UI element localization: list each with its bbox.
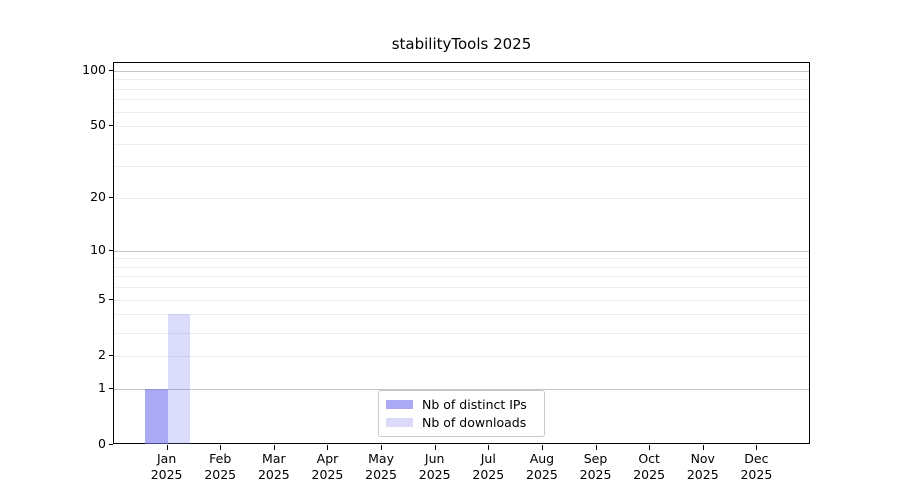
minor-gridline xyxy=(114,266,809,268)
y-tick-label: 0 xyxy=(98,436,106,451)
x-tick-label: Jul 2025 xyxy=(472,451,505,482)
y-tick-label: 50 xyxy=(90,117,106,133)
y-tick-mark xyxy=(109,197,113,199)
minor-gridline xyxy=(114,258,809,260)
x-tick-label: Sep 2025 xyxy=(579,451,612,482)
major-gridline xyxy=(114,70,809,72)
x-tick-label: Jan 2025 xyxy=(150,451,183,482)
legend-item-downloads: Nb of downloads xyxy=(379,415,544,430)
legend-item-distinct-ips: Nb of distinct IPs xyxy=(379,397,544,412)
minor-gridline xyxy=(114,99,809,101)
y-tick-mark xyxy=(109,298,113,300)
x-tick-mark xyxy=(166,445,168,450)
x-tick-label: Mar 2025 xyxy=(257,451,290,482)
minor-gridline xyxy=(114,332,809,334)
minor-gridline xyxy=(114,111,809,113)
minor-gridline xyxy=(114,314,809,316)
x-tick-label: Jun 2025 xyxy=(418,451,451,482)
major-gridline xyxy=(114,250,809,252)
y-tick-mark xyxy=(109,125,113,127)
x-tick-label: Aug 2025 xyxy=(526,451,558,482)
x-tick-mark xyxy=(381,445,383,450)
legend: Nb of distinct IPs Nb of downloads xyxy=(378,390,545,437)
x-tick-mark xyxy=(541,445,543,450)
minor-gridline xyxy=(114,355,809,357)
legend-label-downloads: Nb of downloads xyxy=(422,415,527,431)
minor-gridline xyxy=(114,287,809,289)
minor-gridline xyxy=(114,299,809,301)
x-tick-mark xyxy=(220,445,222,450)
y-tick-mark xyxy=(109,354,113,356)
x-tick-mark xyxy=(595,445,597,450)
bar-downloads-jan xyxy=(167,314,191,444)
legend-label-distinct-ips: Nb of distinct IPs xyxy=(422,396,527,412)
x-tick-label: Dec 2025 xyxy=(740,451,773,482)
chart-title: stabilityTools 2025 xyxy=(391,35,532,53)
major-gridline xyxy=(114,388,809,390)
y-tick-mark xyxy=(109,444,113,445)
x-tick-mark xyxy=(273,445,275,450)
minor-gridline xyxy=(114,143,809,145)
minor-gridline xyxy=(114,79,809,81)
x-tick-label: Oct 2025 xyxy=(633,451,666,482)
y-tick-label: 1 xyxy=(98,379,106,395)
legend-swatch-downloads xyxy=(386,418,413,428)
y-tick-mark xyxy=(109,249,113,251)
x-tick-mark xyxy=(702,445,704,450)
y-tick-label: 2 xyxy=(98,346,106,362)
minor-gridline xyxy=(114,276,809,278)
y-tick-mark xyxy=(109,387,113,389)
x-tick-label: Feb 2025 xyxy=(204,451,237,482)
x-tick-label: Apr 2025 xyxy=(311,451,344,482)
y-tick-label: 5 xyxy=(98,290,106,306)
x-tick-label: May 2025 xyxy=(365,451,397,482)
x-tick-mark xyxy=(488,445,490,450)
minor-gridline xyxy=(114,88,809,90)
x-tick-mark xyxy=(756,445,758,450)
x-tick-mark xyxy=(434,445,436,450)
x-tick-mark xyxy=(649,445,651,450)
y-tick-label: 20 xyxy=(90,189,106,205)
y-tick-mark xyxy=(109,69,113,71)
x-tick-label: Nov 2025 xyxy=(686,451,719,482)
legend-swatch-distinct-ips xyxy=(386,399,413,409)
plot-area xyxy=(113,62,810,444)
minor-gridline xyxy=(114,126,809,128)
x-tick-mark xyxy=(327,445,329,450)
y-tick-label: 10 xyxy=(90,241,106,257)
minor-gridline xyxy=(114,166,809,168)
bar-distinct-ips-jan xyxy=(145,388,168,444)
minor-gridline xyxy=(114,198,809,200)
y-tick-label: 100 xyxy=(82,61,106,77)
